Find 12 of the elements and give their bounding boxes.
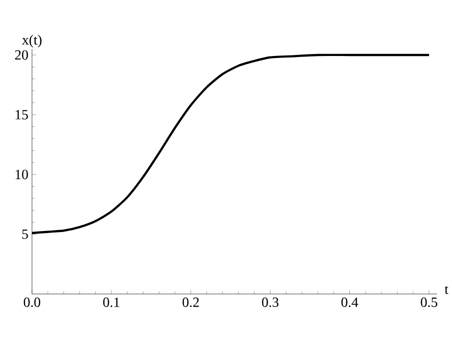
y-axis-title: x(t): [22, 34, 42, 48]
y-tick-label: 20: [15, 50, 28, 60]
y-tick-label: 5: [22, 230, 28, 239]
x-tick-label: 0.4: [341, 298, 358, 308]
x-axis-title: t: [444, 286, 448, 294]
x-tick-label: 0.1: [103, 298, 120, 308]
y-tick-label: 15: [16, 110, 28, 120]
x-tick-label: 0.0: [24, 298, 40, 308]
x-tick-label: 0.3: [262, 298, 278, 308]
x-tick-label: 0.5: [420, 298, 438, 308]
y-tick-label: 10: [16, 170, 28, 180]
x-tick-label: 0.2: [182, 298, 199, 308]
